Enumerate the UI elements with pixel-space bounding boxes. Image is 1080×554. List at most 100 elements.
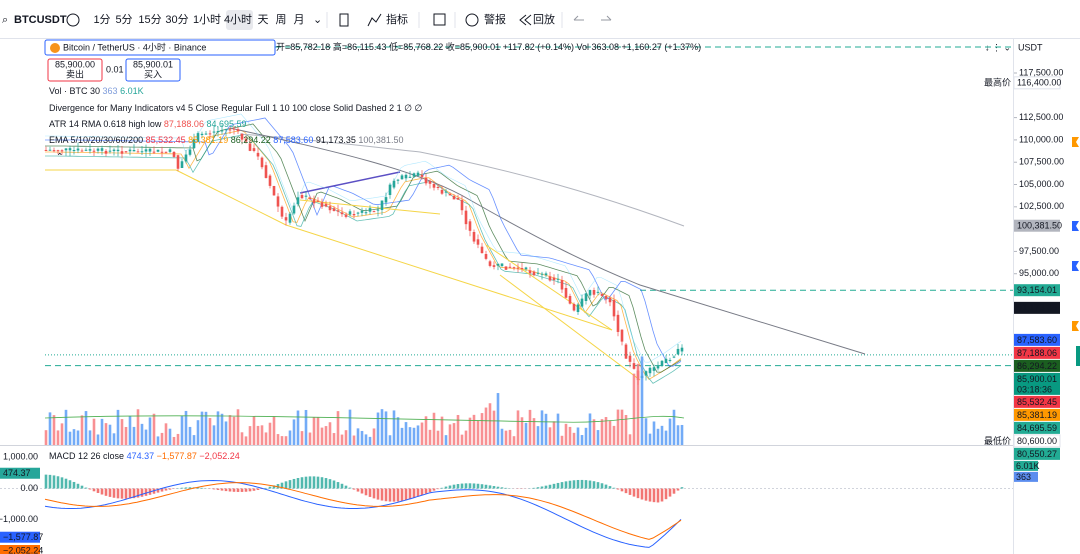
interval-button[interactable]: 30分 bbox=[165, 13, 188, 26]
buy-box[interactable] bbox=[125, 58, 181, 82]
macd-histogram bbox=[476, 483, 480, 489]
price-tag bbox=[1014, 359, 1060, 372]
interval-button[interactable]: 1小时 bbox=[193, 13, 221, 26]
macd-histogram bbox=[616, 488, 620, 490]
macd-histogram bbox=[328, 479, 332, 489]
volume-bar bbox=[196, 420, 200, 445]
macd-histogram bbox=[500, 487, 504, 489]
volume-bar bbox=[120, 419, 124, 445]
y-tick-label: 110,000.00 bbox=[1019, 134, 1063, 144]
price-tag bbox=[1014, 395, 1060, 408]
candle-body bbox=[228, 129, 232, 131]
volume-bar bbox=[72, 429, 76, 445]
candle-body bbox=[368, 208, 372, 212]
macd-histogram bbox=[400, 488, 404, 501]
macd-histogram bbox=[672, 488, 676, 494]
candle-body bbox=[224, 129, 228, 131]
volume-bar bbox=[568, 426, 572, 445]
ohlc-value: Vol 363.08 +1,160.27 (+1.37%) bbox=[577, 42, 702, 52]
interval-button[interactable]: 1分 bbox=[93, 13, 110, 26]
interval-button[interactable]: 月 bbox=[294, 14, 305, 26]
legend-title[interactable]: Bitcoin / TetherUS · 4小时 · Binance bbox=[63, 41, 206, 52]
interval-button[interactable]: 周 bbox=[276, 13, 287, 26]
content: BTCUSDT⌕ 1分 5分 15分 30分 1小时 4小时天周月 ⌄ 指标 警报 回放USDT↓ … bbox=[0, 10, 1080, 554]
volume-bar bbox=[496, 393, 500, 445]
macd-histogram bbox=[268, 486, 272, 489]
price-tag-label: 100,381.50 bbox=[1017, 221, 1062, 231]
symbol[interactable]: BTCUSDT bbox=[14, 14, 67, 26]
volume-bar bbox=[272, 416, 276, 445]
volume-bar bbox=[172, 436, 176, 445]
ema60 bbox=[229, 127, 866, 355]
chart-type-icon[interactable] bbox=[339, 13, 349, 27]
macd-histogram bbox=[52, 475, 56, 489]
macd-histogram bbox=[428, 488, 432, 493]
macd-histogram bbox=[620, 488, 624, 492]
candle-body bbox=[244, 138, 248, 142]
undo-icon[interactable] bbox=[573, 15, 584, 21]
macd-histogram bbox=[92, 488, 96, 492]
candle-body bbox=[596, 291, 600, 293]
volume-bar bbox=[148, 417, 152, 445]
volume-bar bbox=[80, 415, 84, 445]
volume-bar bbox=[456, 414, 460, 445]
volume-bar bbox=[352, 435, 356, 445]
macd-histogram bbox=[220, 488, 224, 491]
toolbar-button[interactable]: 指标 bbox=[386, 12, 408, 26]
candle-body bbox=[48, 149, 52, 151]
candle-body bbox=[92, 150, 96, 152]
indicator-value: 87,583.60 bbox=[273, 135, 313, 145]
price-tag bbox=[1014, 219, 1060, 232]
coin-icon bbox=[50, 43, 60, 53]
volume-bar bbox=[284, 436, 288, 445]
indicator-name: ATR 14 RMA 0.618 high low bbox=[49, 119, 162, 129]
candle-body bbox=[528, 270, 532, 274]
candle-body bbox=[160, 151, 164, 153]
macd-histogram bbox=[348, 487, 352, 489]
sell-label: 卖出 bbox=[66, 68, 84, 79]
alert-icon[interactable] bbox=[465, 13, 479, 27]
candle-body bbox=[620, 329, 624, 342]
toolbar-button[interactable]: 回放 bbox=[533, 12, 555, 26]
volume-bar bbox=[432, 412, 436, 445]
volume-bar bbox=[240, 432, 244, 445]
volume-bar bbox=[332, 433, 336, 445]
macd-histogram bbox=[284, 481, 288, 489]
volume-bar bbox=[216, 411, 220, 445]
candle-body bbox=[612, 300, 616, 317]
macd-histogram bbox=[360, 488, 364, 494]
volume-bar bbox=[540, 410, 544, 445]
macd-histogram bbox=[368, 488, 372, 497]
redo-icon[interactable] bbox=[601, 15, 612, 21]
add-icon[interactable] bbox=[66, 13, 80, 27]
volume-bar bbox=[52, 415, 56, 445]
candle-body bbox=[380, 200, 384, 210]
volume-bar bbox=[672, 409, 676, 445]
sell-box[interactable] bbox=[47, 58, 103, 82]
ema-line bbox=[45, 133, 682, 384]
macd-histogram bbox=[216, 488, 220, 491]
ema200 bbox=[239, 133, 685, 227]
volume-bar bbox=[248, 426, 252, 445]
volume-bar bbox=[256, 425, 260, 445]
interval-button[interactable]: 15分 bbox=[138, 13, 161, 26]
price-tag bbox=[1013, 76, 1061, 90]
interval-button[interactable]: 5分 bbox=[115, 13, 132, 26]
candle-body bbox=[52, 150, 56, 152]
layout-icon[interactable] bbox=[433, 13, 446, 26]
candle-body bbox=[96, 148, 100, 151]
price-tag bbox=[1014, 346, 1060, 359]
candle-body bbox=[68, 148, 72, 151]
candle-body bbox=[132, 150, 136, 152]
toolbar-button[interactable]: 警报 bbox=[484, 12, 506, 26]
interval-button[interactable]: 天 bbox=[258, 14, 269, 26]
candle-body bbox=[324, 204, 328, 207]
volume-bar bbox=[64, 409, 68, 445]
macd-histogram bbox=[164, 488, 168, 491]
interval-button[interactable]: 4小时 bbox=[224, 13, 252, 26]
indicator-legend: EMA 5/10/20/30/60/200 85,532.45 85,381.1… bbox=[49, 135, 403, 145]
macd-histogram bbox=[600, 483, 604, 489]
volume-bar bbox=[124, 426, 128, 445]
replay-icon[interactable] bbox=[519, 14, 532, 26]
macd-histogram bbox=[196, 487, 200, 489]
